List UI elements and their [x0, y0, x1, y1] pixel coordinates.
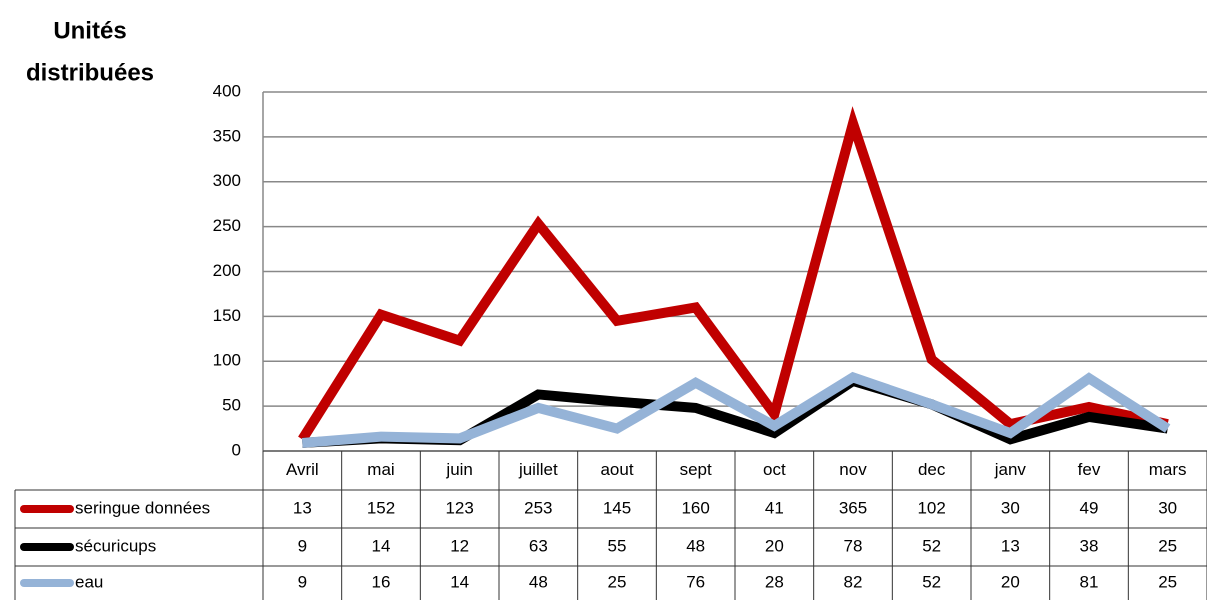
y-tick-label: 300: [213, 171, 241, 190]
legend-label: seringue données: [75, 498, 210, 517]
table-value: 30: [1158, 498, 1177, 517]
table-value: 48: [529, 572, 548, 591]
y-tick-label: 350: [213, 126, 241, 145]
table-value: 52: [922, 572, 941, 591]
y-tick-label: 50: [222, 396, 241, 415]
x-tick-label: nov: [839, 460, 867, 479]
table-value: 13: [1001, 536, 1020, 555]
table-value: 365: [839, 498, 867, 517]
table-value: 9: [298, 536, 307, 555]
y-tick-label: 150: [213, 306, 241, 325]
table-value: 13: [293, 498, 312, 517]
x-tick-label: oct: [763, 460, 786, 479]
table-value: 38: [1080, 536, 1099, 555]
data-line: [298, 106, 1169, 442]
data-line: [301, 371, 1171, 448]
table-value: 14: [372, 536, 391, 555]
table-value: 25: [1158, 572, 1177, 591]
table-value: 9: [298, 572, 307, 591]
legend-label: sécuricups: [75, 536, 156, 555]
table-value: 78: [844, 536, 863, 555]
axis-title: Unités: [53, 17, 126, 44]
table-value: 145: [603, 498, 631, 517]
y-tick-label: 0: [232, 440, 241, 459]
table-value: 55: [608, 536, 627, 555]
table-value: 48: [686, 536, 705, 555]
table-value: 25: [608, 572, 627, 591]
table-value: 28: [765, 572, 784, 591]
table-value: 52: [922, 536, 941, 555]
x-tick-label: Avril: [286, 460, 319, 479]
table-value: 76: [686, 572, 705, 591]
x-tick-label: fev: [1078, 460, 1101, 479]
table-value: 16: [372, 572, 391, 591]
x-tick-label: juin: [445, 460, 472, 479]
table-value: 152: [367, 498, 395, 517]
table-value: 102: [917, 498, 945, 517]
table-value: 20: [1001, 572, 1020, 591]
table-value: 14: [450, 572, 469, 591]
y-tick-label: 200: [213, 261, 241, 280]
table-value: 123: [445, 498, 473, 517]
table-value: 82: [844, 572, 863, 591]
table-value: 81: [1080, 572, 1099, 591]
x-tick-label: sept: [680, 460, 712, 479]
x-tick-label: juillet: [518, 460, 558, 479]
x-tick-label: mars: [1149, 460, 1187, 479]
y-tick-label: 100: [213, 351, 241, 370]
table-value: 12: [450, 536, 469, 555]
x-tick-label: dec: [918, 460, 946, 479]
table-value: 253: [524, 498, 552, 517]
x-tick-label: aout: [600, 460, 633, 479]
legend-label: eau: [75, 572, 103, 591]
table-value: 160: [681, 498, 709, 517]
table-value: 25: [1158, 536, 1177, 555]
axis-title: distribuées: [26, 59, 154, 86]
table-value: 63: [529, 536, 548, 555]
table-value: 49: [1080, 498, 1099, 517]
table-value: 20: [765, 536, 784, 555]
y-tick-label: 400: [213, 81, 241, 100]
x-tick-label: mai: [367, 460, 394, 479]
table-value: 41: [765, 498, 784, 517]
y-tick-label: 250: [213, 216, 241, 235]
table-value: 30: [1001, 498, 1020, 517]
x-tick-label: janv: [994, 460, 1027, 479]
